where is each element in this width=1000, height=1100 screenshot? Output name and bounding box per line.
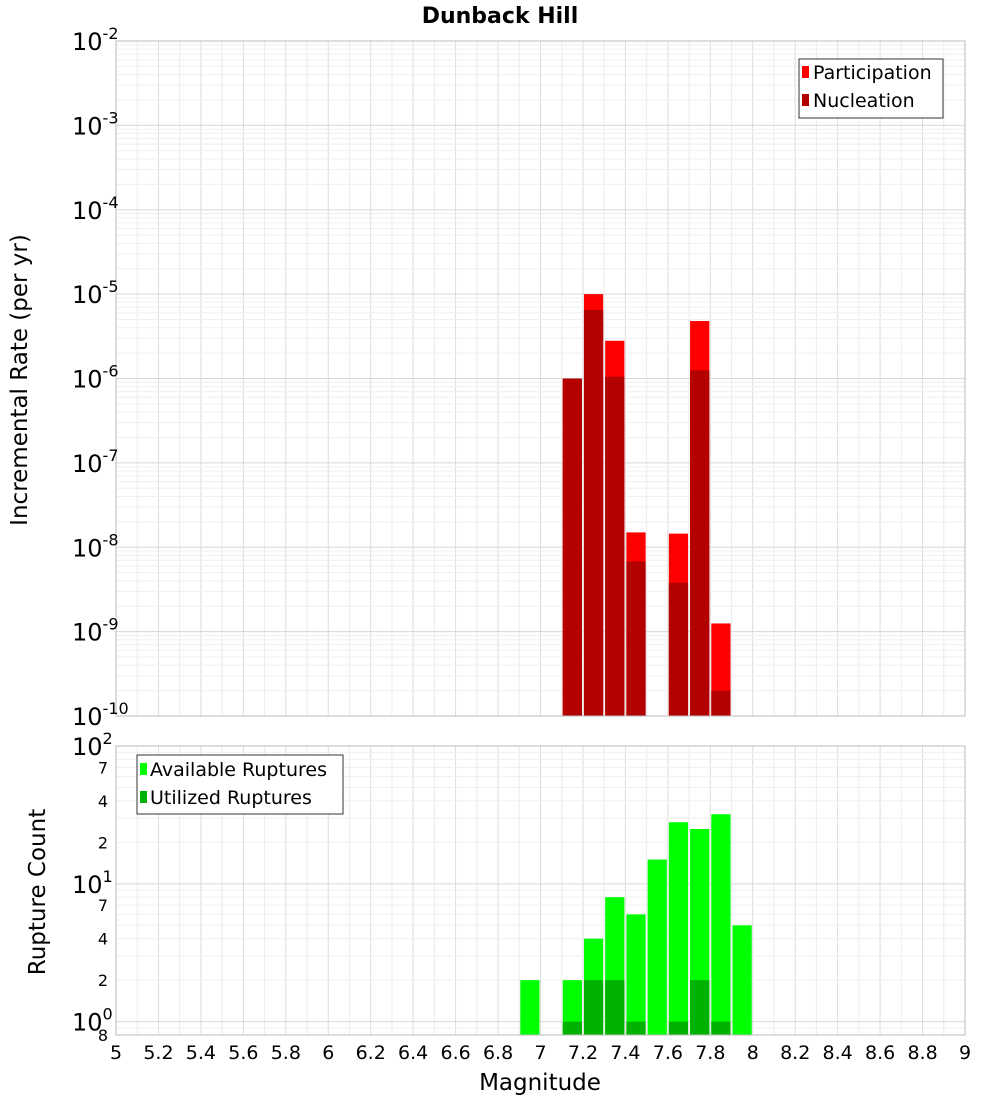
bottom-y-tick-label: 102	[72, 729, 113, 761]
bottom-y-axis-label: Rupture Count	[25, 809, 51, 975]
x-tick-label: 7.2	[568, 1042, 598, 1064]
top-bar-nucleation	[711, 690, 731, 716]
bottom-y-minor-tick-label: 2	[98, 833, 108, 852]
bottom-bar-available-ruptures	[732, 925, 752, 1035]
bottom-y-minor-tick-label: 7	[98, 758, 108, 777]
top-y-tick-labels: 10-2 10-3 10-4 10-5 10-6 10-7 10-8 10-9 10-10	[72, 24, 129, 731]
top-bar-nucleation	[668, 582, 689, 716]
x-tick-label: 6.6	[440, 1042, 470, 1064]
x-tick-label: 5.2	[143, 1042, 173, 1064]
legend-label-nucleation: Nucleation	[813, 90, 915, 112]
bottom-panel-grid	[115, 746, 966, 1036]
bottom-bar-utilized-ruptures	[690, 980, 710, 1035]
bottom-bar-available-ruptures	[520, 980, 540, 1035]
top-y-tick-label: 10-6	[72, 362, 119, 394]
bottom-bar-utilized-ruptures	[562, 1021, 582, 1035]
top-legend-box	[798, 58, 944, 119]
bottom-y-tick-labels: 102 101 100 7 4 2 7 4 2 8	[72, 729, 113, 1045]
x-tick-label: 7	[534, 1042, 546, 1064]
top-bar-nucleation	[690, 370, 710, 716]
bottom-panel-bars	[520, 814, 752, 1035]
top-y-tick-label: 10-9	[72, 615, 119, 647]
x-tick-label: 7.6	[653, 1042, 683, 1064]
bottom-y-tick-label: 100	[72, 1005, 113, 1037]
bottom-y-minor-tick-label: 4	[98, 792, 108, 811]
bottom-bar-utilized-ruptures	[583, 980, 604, 1035]
top-y-tick-label: 10-5	[72, 277, 119, 309]
top-bar-nucleation	[562, 378, 582, 716]
bottom-y-tick-label: 101	[72, 867, 113, 899]
bottom-bar-available-ruptures	[562, 980, 582, 1035]
top-y-tick-label: 10-8	[72, 530, 119, 562]
x-tick-labels: 5 5.2 5.4 5.6 5.8 6 6.2 6.4 6.6 6.8 7 7.2 7.4 7.6 7.8 8…	[110, 1042, 971, 1064]
legend-label-utilized: Utilized Ruptures	[150, 787, 312, 809]
top-y-tick-label: 10-7	[72, 446, 119, 478]
legend-swatch-participation	[802, 66, 809, 78]
bottom-y-minor-tick-label: 4	[98, 930, 108, 949]
legend-swatch-utilized	[140, 791, 147, 803]
legend-swatch-available	[140, 763, 147, 775]
legend-label-available: Available Ruptures	[150, 759, 327, 781]
top-y-tick-label: 10-2	[72, 24, 119, 56]
x-tick-label: 5.4	[186, 1042, 216, 1064]
bottom-bar-available-ruptures	[711, 814, 731, 1035]
top-panel-grid	[115, 41, 966, 717]
bottom-bar-available-ruptures	[647, 859, 667, 1035]
bottom-bar-utilized-ruptures	[711, 1021, 731, 1035]
top-legend: Participation Nucleation	[798, 58, 944, 119]
x-tick-label: 8.6	[865, 1042, 895, 1064]
bottom-bar-utilized-ruptures	[668, 1021, 689, 1035]
top-bar-nucleation	[583, 309, 604, 716]
bottom-bar-utilized-ruptures	[626, 1021, 646, 1035]
x-tick-label: 5.8	[271, 1042, 301, 1064]
x-tick-label: 5.6	[228, 1042, 258, 1064]
top-y-tick-label: 10-3	[72, 108, 119, 140]
top-y-tick-label: 10-4	[72, 193, 119, 225]
x-tick-label: 6	[322, 1042, 334, 1064]
bottom-bar-available-ruptures	[668, 822, 689, 1035]
bottom-legend-box	[136, 754, 344, 815]
bottom-bar-utilized-ruptures	[605, 980, 625, 1035]
bottom-legend: Available Ruptures Utilized Ruptures	[136, 754, 344, 815]
x-tick-label: 9	[959, 1042, 971, 1064]
bottom-bar-available-ruptures	[626, 914, 646, 1035]
bottom-y-minor-tick-label: 2	[98, 971, 108, 990]
bottom-y-minor-tick-label: 8	[98, 1026, 108, 1045]
x-tick-label: 8.8	[907, 1042, 937, 1064]
x-tick-label: 7.4	[610, 1042, 640, 1064]
x-axis-label: Magnitude	[479, 1070, 601, 1096]
x-tick-label: 6.2	[356, 1042, 386, 1064]
top-panel-bars	[562, 294, 731, 716]
chart-title: Dunback Hill	[422, 4, 579, 29]
top-y-axis-label: Incremental Rate (per yr)	[7, 234, 33, 526]
top-bar-nucleation	[626, 561, 646, 716]
x-tick-label: 6.4	[398, 1042, 428, 1064]
x-tick-label: 5	[110, 1042, 122, 1064]
top-bar-nucleation	[605, 376, 625, 716]
top-plot-frame	[115, 40, 966, 717]
x-tick-label: 8	[747, 1042, 759, 1064]
x-tick-label: 7.8	[695, 1042, 725, 1064]
legend-label-participation: Participation	[813, 62, 932, 84]
bottom-plot-frame	[115, 745, 966, 1036]
top-y-tick-label: 10-10	[72, 699, 129, 731]
bottom-y-minor-tick-label: 7	[98, 896, 108, 915]
legend-swatch-nucleation	[802, 94, 809, 106]
x-tick-label: 6.8	[483, 1042, 513, 1064]
x-tick-label: 8.4	[823, 1042, 853, 1064]
x-tick-label: 8.2	[780, 1042, 810, 1064]
